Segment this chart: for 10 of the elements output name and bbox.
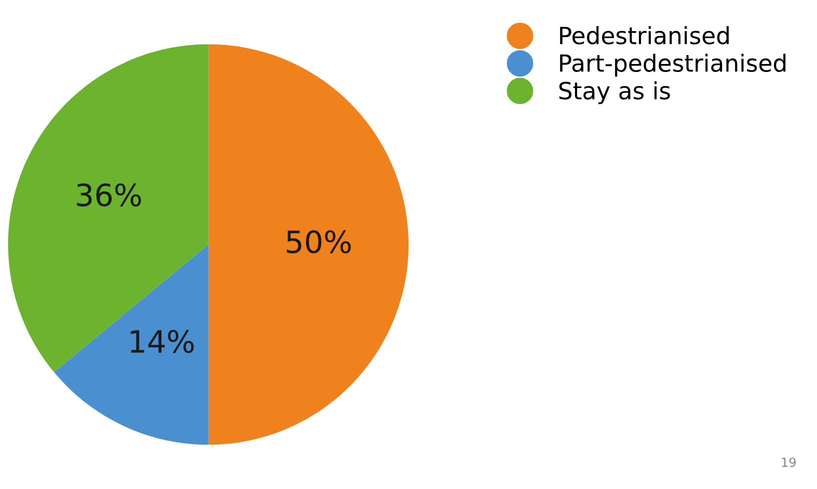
pie-slice: [8, 44, 208, 372]
legend-label: Part-pedestrianised: [560, 54, 786, 77]
data-label: 14%: [130, 330, 194, 354]
legend-label: Stay as is: [559, 81, 670, 104]
text: 19: [782, 458, 796, 468]
data-label: 50%: [286, 230, 351, 254]
data-label: 36%: [77, 183, 141, 206]
pie-slice: [54, 244, 208, 445]
pie-slice: [208, 44, 409, 445]
legend-label: Pedestrianised: [560, 26, 729, 44]
